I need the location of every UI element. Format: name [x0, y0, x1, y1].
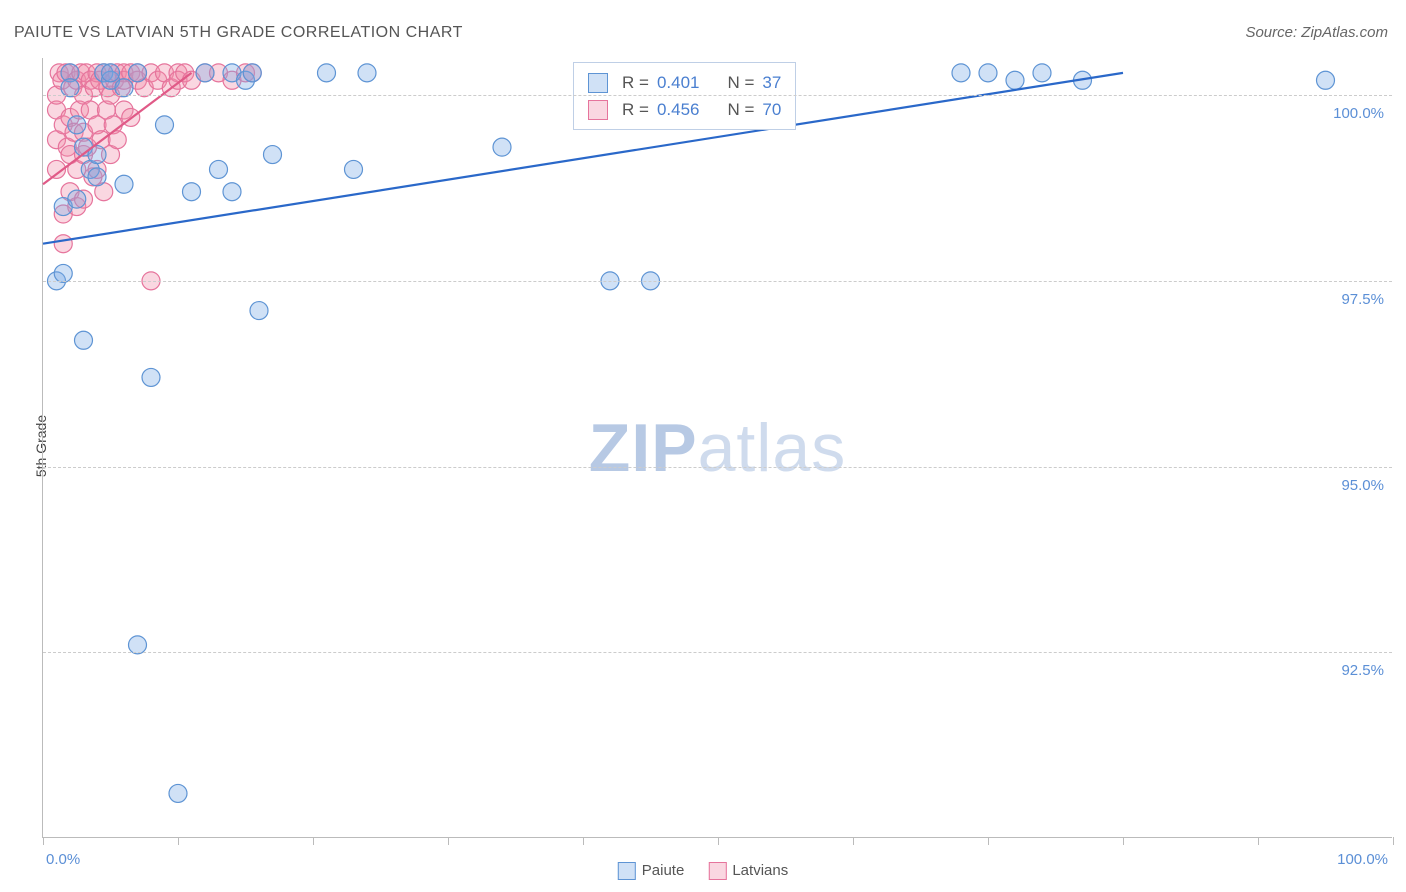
data-point	[68, 116, 86, 134]
n-label: N =	[727, 96, 754, 123]
x-tick	[1123, 837, 1124, 845]
y-tick-label: 100.0%	[1333, 105, 1384, 122]
x-axis-min-label: 0.0%	[46, 851, 80, 868]
chart-container: PAIUTE VS LATVIAN 5TH GRADE CORRELATION …	[0, 0, 1406, 892]
data-point	[223, 183, 241, 201]
chart-svg	[43, 58, 1393, 838]
x-tick	[43, 837, 44, 845]
data-point	[250, 302, 268, 320]
y-tick-label: 92.5%	[1341, 662, 1384, 679]
data-point	[129, 64, 147, 82]
data-point	[183, 183, 201, 201]
grid-line	[43, 281, 1392, 282]
legend-swatch	[588, 73, 608, 93]
legend-item: Paiute	[618, 862, 685, 880]
data-point	[115, 79, 133, 97]
grid-line	[43, 95, 1392, 96]
data-point	[210, 160, 228, 178]
grid-line	[43, 467, 1392, 468]
data-point	[318, 64, 336, 82]
n-value: 37	[762, 69, 781, 96]
x-tick	[1258, 837, 1259, 845]
x-tick	[853, 837, 854, 845]
r-value: 0.401	[657, 69, 700, 96]
x-tick	[718, 837, 719, 845]
legend-label: Latvians	[732, 862, 788, 879]
data-point	[243, 64, 261, 82]
data-point	[493, 138, 511, 156]
data-point	[115, 175, 133, 193]
stats-row: R = 0.456 N = 70	[588, 96, 781, 123]
stats-row: R = 0.401 N = 37	[588, 69, 781, 96]
y-tick-label: 95.0%	[1341, 477, 1384, 494]
data-point	[1033, 64, 1051, 82]
data-point	[142, 368, 160, 386]
data-point	[129, 636, 147, 654]
data-point	[358, 64, 376, 82]
data-point	[102, 64, 120, 82]
legend-swatch	[618, 862, 636, 880]
r-label: R =	[622, 96, 649, 123]
data-point	[264, 146, 282, 164]
x-axis-max-label: 100.0%	[1337, 851, 1388, 868]
legend-bottom: Paiute Latvians	[618, 862, 788, 880]
n-label: N =	[727, 69, 754, 96]
data-point	[61, 79, 79, 97]
data-point	[1317, 71, 1335, 89]
x-tick	[988, 837, 989, 845]
data-point	[979, 64, 997, 82]
data-point	[952, 64, 970, 82]
data-point	[169, 784, 187, 802]
legend-swatch	[708, 862, 726, 880]
x-tick	[313, 837, 314, 845]
y-tick-label: 97.5%	[1341, 291, 1384, 308]
r-value: 0.456	[657, 96, 700, 123]
data-point	[345, 160, 363, 178]
legend-swatch	[588, 100, 608, 120]
x-tick	[448, 837, 449, 845]
data-point	[54, 264, 72, 282]
x-tick	[1393, 837, 1394, 845]
r-label: R =	[622, 69, 649, 96]
grid-line	[43, 652, 1392, 653]
data-point	[1006, 71, 1024, 89]
data-point	[156, 116, 174, 134]
x-tick	[178, 837, 179, 845]
data-point	[54, 235, 72, 253]
chart-title: PAIUTE VS LATVIAN 5TH GRADE CORRELATION …	[14, 24, 463, 42]
legend-item: Latvians	[708, 862, 788, 880]
stats-box: R = 0.401 N = 37 R = 0.456 N = 70	[573, 62, 796, 130]
x-tick	[583, 837, 584, 845]
plot-area: ZIPatlas R =0.401N =37R =0.456N =70 92.5…	[42, 58, 1392, 838]
data-point	[75, 331, 93, 349]
data-point	[68, 190, 86, 208]
data-point	[196, 64, 214, 82]
source-label: Source: ZipAtlas.com	[1245, 24, 1388, 41]
legend-label: Paiute	[642, 862, 685, 879]
n-value: 70	[762, 96, 781, 123]
data-point	[88, 168, 106, 186]
